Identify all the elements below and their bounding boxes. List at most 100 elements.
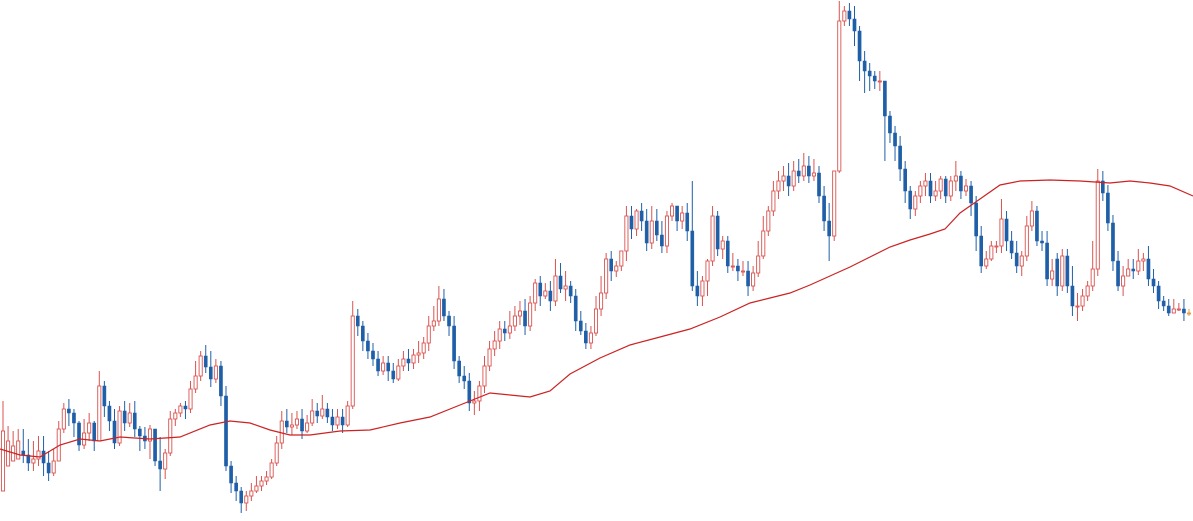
candle xyxy=(943,176,948,203)
candle xyxy=(183,401,188,419)
candle-body xyxy=(857,30,862,62)
candle xyxy=(685,203,690,241)
candle xyxy=(36,436,41,466)
candle-body xyxy=(1116,260,1120,287)
candle-body xyxy=(153,428,157,462)
candle-body xyxy=(619,250,624,267)
candle xyxy=(117,406,122,446)
candle-body xyxy=(497,328,502,342)
candle xyxy=(756,241,761,277)
candle xyxy=(720,236,725,259)
candle-body xyxy=(969,185,973,204)
candle-body xyxy=(482,365,487,387)
candle-body xyxy=(305,422,310,432)
candle xyxy=(1045,231,1049,286)
candle xyxy=(16,429,21,460)
candle xyxy=(680,206,685,229)
candle xyxy=(852,6,857,46)
candle xyxy=(168,411,173,456)
candle xyxy=(462,366,467,389)
candle xyxy=(335,409,340,429)
candle-body xyxy=(685,212,690,232)
candle xyxy=(153,428,157,466)
candle xyxy=(811,159,816,181)
candle xyxy=(974,196,978,251)
candle-body xyxy=(675,205,679,222)
candle xyxy=(776,171,781,199)
candle xyxy=(112,409,117,449)
candle-body xyxy=(791,170,796,187)
candle xyxy=(832,170,837,241)
candle-body xyxy=(340,416,345,426)
candle-body xyxy=(396,365,401,380)
candle-body xyxy=(695,285,700,297)
candle-body xyxy=(938,178,943,192)
candle xyxy=(467,373,472,411)
candle xyxy=(147,425,153,459)
candle-body xyxy=(740,270,745,273)
candle-body xyxy=(401,358,406,367)
candle xyxy=(345,401,350,427)
candle-body xyxy=(285,420,289,428)
candle xyxy=(1116,251,1120,291)
candle xyxy=(229,461,233,493)
candle-body xyxy=(852,18,857,32)
candle-body xyxy=(117,410,122,444)
candle xyxy=(1050,259,1055,286)
candle xyxy=(512,306,517,331)
candle xyxy=(746,261,750,296)
candle xyxy=(573,289,578,331)
candle-body xyxy=(746,270,750,287)
candle-body xyxy=(1024,225,1029,257)
candle xyxy=(87,413,92,441)
candle-body xyxy=(736,265,740,272)
candle-body xyxy=(862,60,867,72)
candle xyxy=(239,487,244,513)
candle-body xyxy=(92,422,97,442)
candle xyxy=(294,411,299,429)
candle-body xyxy=(670,205,675,217)
candle-body xyxy=(208,366,213,380)
candle-body xyxy=(355,315,360,327)
candle xyxy=(406,349,411,371)
candle xyxy=(350,301,355,409)
candle-body xyxy=(1055,258,1060,287)
candle-body xyxy=(893,132,897,147)
candle-body xyxy=(690,230,695,287)
candle-body xyxy=(107,405,112,422)
candle xyxy=(801,153,806,181)
candle xyxy=(695,271,700,306)
candle-body xyxy=(553,275,558,302)
candle xyxy=(355,309,360,336)
candle-body xyxy=(198,355,203,377)
candle xyxy=(67,399,71,426)
candle-body xyxy=(467,380,472,404)
candle xyxy=(1146,246,1151,286)
candle-body xyxy=(239,490,244,504)
candle xyxy=(1156,281,1161,309)
candle-body xyxy=(163,452,168,470)
candle xyxy=(41,436,46,476)
candle-body xyxy=(766,210,771,232)
candle-body xyxy=(1111,222,1115,262)
candle xyxy=(56,421,61,462)
candle xyxy=(619,250,624,271)
candle xyxy=(1055,253,1060,296)
candle-body xyxy=(421,342,426,354)
candle-body xyxy=(761,230,766,257)
candle-body xyxy=(629,215,634,230)
candle-body xyxy=(811,172,816,177)
candle-body xyxy=(1014,252,1019,267)
candle xyxy=(1176,303,1181,311)
candle xyxy=(857,26,862,81)
candle xyxy=(386,356,391,381)
candle xyxy=(127,403,132,427)
candle-body xyxy=(46,462,51,474)
candle xyxy=(193,361,198,393)
candle-body xyxy=(918,185,923,197)
candle-body xyxy=(1136,260,1141,272)
candle-body xyxy=(1060,255,1065,287)
candle-body xyxy=(908,190,913,210)
